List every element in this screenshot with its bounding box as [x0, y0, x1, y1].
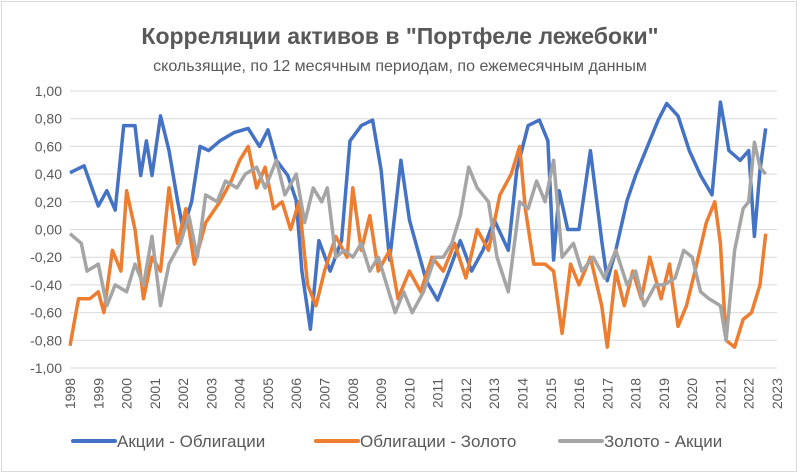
y-tick-label: 0,40	[35, 166, 62, 182]
x-tick-label: 2008	[345, 378, 361, 409]
x-tick-label: 2021	[712, 378, 728, 409]
y-tick-label: 1,00	[35, 83, 62, 99]
y-tick-label: -0,80	[30, 332, 62, 348]
x-tick-label: 1999	[90, 378, 106, 409]
x-tick-label: 2004	[232, 378, 248, 409]
y-tick-label: 0,20	[35, 194, 62, 210]
x-tick-label: 2002	[175, 378, 191, 409]
y-tick-label: -0,60	[30, 305, 62, 321]
x-tick-label: 2023	[769, 378, 785, 409]
series-line	[68, 140, 768, 343]
x-tick-label: 2001	[147, 378, 163, 409]
legend-label: Акции - Облигации	[117, 432, 265, 451]
x-tick-label: 2016	[571, 378, 587, 409]
x-tick-label: 2015	[543, 378, 559, 409]
series-line	[68, 144, 768, 349]
legend-label: Золото - Акции	[604, 432, 722, 451]
y-tick-label: 0,80	[35, 111, 62, 127]
x-tick-label: 2014	[514, 378, 530, 409]
x-tick-label: 2010	[401, 378, 417, 409]
x-tick-label: 2011	[430, 378, 446, 408]
y-tick-label: 0,60	[35, 138, 62, 154]
x-tick-label: 1998	[62, 378, 78, 409]
y-tick-label: -0,20	[30, 249, 62, 265]
x-tick-label: 2012	[458, 378, 474, 409]
chart-subtitle: скользящие, по 12 месячным периодам, по …	[153, 58, 647, 75]
y-tick-label: 0,00	[35, 222, 62, 238]
y-tick-label: -1,00	[30, 360, 62, 376]
x-tick-label: 2000	[119, 378, 135, 409]
y-tick-label: -0,40	[30, 277, 62, 293]
x-tick-label: 2022	[741, 378, 757, 409]
x-tick-label: 2003	[203, 378, 219, 409]
x-tick-label: 2018	[628, 378, 644, 409]
x-tick-label: 2005	[260, 378, 276, 409]
series-line	[69, 100, 768, 331]
x-tick-label: 2009	[373, 378, 389, 409]
x-tick-label: 2013	[486, 378, 502, 409]
chart-title: Корреляции активов в "Портфеле лежебоки"	[141, 23, 658, 49]
x-tick-label: 2017	[599, 378, 615, 409]
x-tick-label: 2007	[317, 378, 333, 409]
x-tick-label: 2020	[684, 378, 700, 409]
x-tick-label: 2019	[656, 378, 672, 409]
x-tick-label: 2006	[288, 378, 304, 409]
legend-label: Облигации - Золото	[360, 432, 516, 451]
